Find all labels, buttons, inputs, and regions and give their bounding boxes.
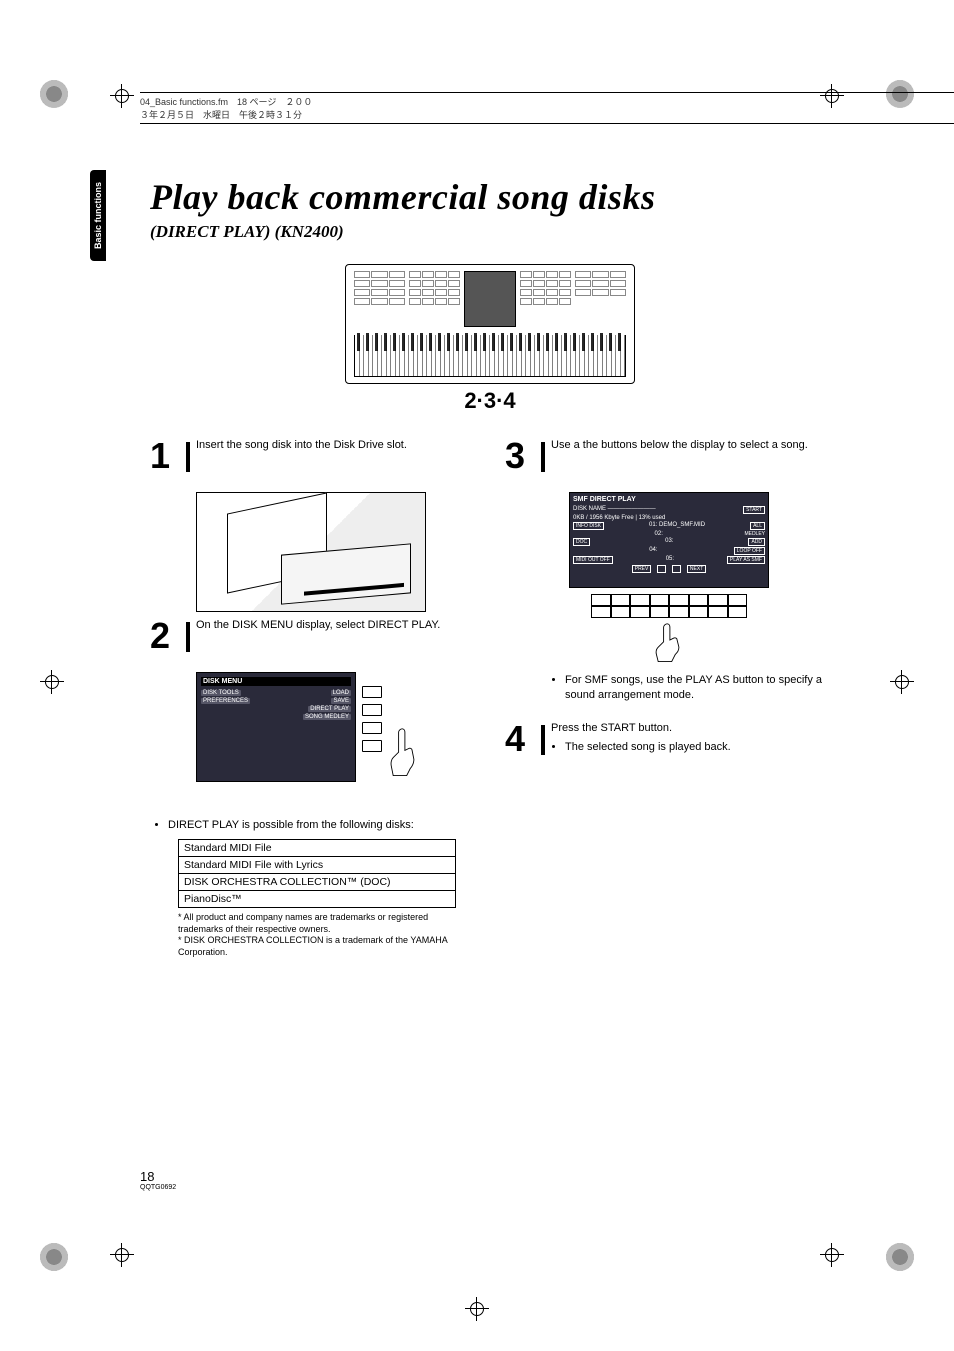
direct-play-note: DIRECT PLAY is possible from the followi…: [168, 818, 475, 833]
crop-mark: [110, 1243, 134, 1267]
step-number-2: 2: [150, 618, 184, 654]
crop-mark: [110, 84, 134, 108]
pointing-hand-icon: [651, 622, 687, 668]
footnotes: * All product and company names are trad…: [178, 912, 456, 959]
section-tab: Basic functions: [90, 170, 106, 261]
table-row: PianoDisc™: [179, 890, 456, 907]
step-4-bullet: The selected song is played back.: [565, 740, 830, 755]
step-number-4: 4: [505, 721, 539, 757]
step-text-4: Press the START button.: [551, 722, 672, 734]
page-footer: 18 QQTG0692: [140, 1169, 176, 1191]
compatible-disks-table: Standard MIDI File Standard MIDI File wi…: [178, 839, 456, 908]
step-3-bullet: For SMF songs, use the PLAY AS button to…: [565, 673, 830, 703]
crop-mark: [890, 670, 914, 694]
page-subtitle: (DIRECT PLAY) (KN2400): [150, 222, 830, 242]
disk-menu-illustration: DISK MENU DISK TOOLSLOAD PREFERENCESSAVE…: [196, 672, 426, 812]
table-row: Standard MIDI File: [179, 839, 456, 856]
screen-title: DISK MENU: [201, 677, 351, 686]
step-number-1: 1: [150, 438, 184, 474]
table-row: DISK ORCHESTRA COLLECTION™ (DOC): [179, 873, 456, 890]
step-text-2: On the DISK MENU display, select DIRECT …: [196, 618, 475, 654]
page-title: Play back commercial song disks: [150, 176, 830, 218]
keyboard-illustration: 2·3·4: [345, 264, 635, 414]
step-text-3: Use a the buttons below the display to s…: [551, 439, 808, 451]
crop-mark: [40, 670, 64, 694]
pointing-hand-icon: [386, 724, 422, 784]
step-number-3: 3: [505, 438, 539, 474]
callout-steps: 2·3·4: [345, 388, 635, 414]
step-text-1: Insert the song disk into the Disk Drive…: [196, 438, 475, 474]
table-row: Standard MIDI File with Lyrics: [179, 856, 456, 873]
registration-mark: [40, 1243, 68, 1271]
disk-drive-illustration: [196, 492, 426, 612]
doc-code: QQTG0692: [140, 1184, 176, 1191]
crop-mark: [820, 1243, 844, 1267]
registration-mark: [886, 1243, 914, 1271]
page-number: 18: [140, 1169, 154, 1184]
direct-play-screen-illustration: SMF DIRECT PLAY DISK NAME ————————START …: [551, 492, 789, 667]
screen-title: SMF DIRECT PLAY: [573, 496, 765, 503]
print-header: 04_Basic functions.fm 18 ページ ２００３年２月５日 水…: [140, 92, 954, 124]
registration-mark: [40, 80, 68, 108]
crop-mark: [465, 1297, 489, 1321]
